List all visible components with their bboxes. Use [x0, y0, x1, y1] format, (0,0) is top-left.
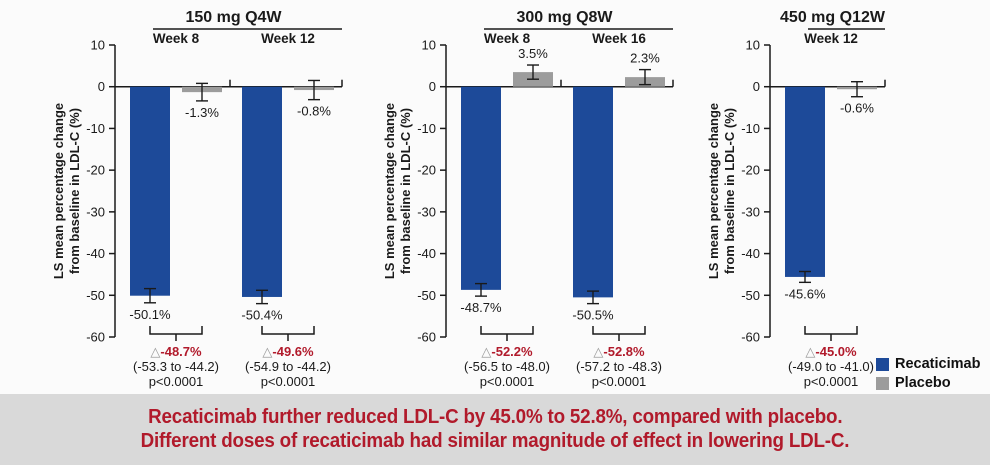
delta-value: -52.2% — [491, 344, 533, 359]
recaticimab-bar — [785, 86, 825, 277]
y-tick-label: -10 — [86, 121, 105, 136]
y-tick-label: -60 — [741, 330, 760, 345]
y-axis-title: LS mean percentage change — [706, 103, 721, 279]
y-tick-label: -20 — [741, 163, 760, 178]
panel-title: 450 mg Q12W — [780, 9, 886, 26]
recaticimab-bar — [130, 86, 170, 296]
bar-value-label: -48.7% — [460, 300, 502, 315]
delta-label: △-45.0% — [805, 344, 857, 359]
bar-value-label: -0.8% — [297, 104, 331, 119]
chart-450mg-q12w: 450 mg Q12W Week 12 10 0 -10 -20 -30 -40 -50 -60 L… — [706, 9, 886, 389]
y-tick-label: -20 — [86, 163, 105, 178]
bar-value-label: -45.6% — [784, 286, 826, 301]
delta-triangle-icon: △ — [805, 344, 815, 359]
week-label: Week 8 — [153, 31, 200, 46]
y-tick-label: 10 — [91, 38, 105, 53]
y-tick-label: -40 — [86, 246, 105, 261]
week-label: Week 12 — [261, 31, 315, 46]
y-tick-label: 0 — [429, 79, 436, 94]
y-axis-title: LS mean percentage change — [382, 103, 397, 279]
y-tick-label: -10 — [417, 121, 436, 136]
banner-line-2: Different doses of recaticimab had simil… — [140, 430, 850, 452]
bar-value-label: -50.5% — [572, 308, 614, 323]
delta-label: △-52.2% — [481, 344, 533, 359]
comparison-bracket — [804, 326, 858, 341]
delta-triangle-icon: △ — [150, 344, 160, 359]
y-tick-label: -10 — [741, 121, 760, 136]
week-label: Week 12 — [804, 31, 858, 46]
y-axis-title: from baseline in LDL-C (%) — [398, 108, 413, 274]
y-axis-title: from baseline in LDL-C (%) — [67, 108, 82, 274]
legend: Recaticimab Placebo — [876, 356, 980, 391]
delta-value: -52.8% — [603, 344, 645, 359]
legend-label-placebo: Placebo — [895, 375, 951, 391]
confidence-interval-label: (-49.0 to -41.0) — [788, 359, 874, 374]
y-tick-label: -60 — [417, 330, 436, 345]
y-tick-label: -60 — [86, 330, 105, 345]
chart-150mg-q4w: 150 mg Q4W Week 8 Week 12 10 0 -10 -20 -30 -40 -5… — [51, 9, 343, 389]
confidence-interval-label: (-56.5 to -48.0) — [464, 359, 550, 374]
recaticimab-bar — [573, 86, 613, 298]
confidence-interval-label: (-57.2 to -48.3) — [576, 359, 662, 374]
delta-value: -49.6% — [272, 344, 314, 359]
bar-value-label: -1.3% — [185, 105, 219, 120]
p-value-label: p<0.0001 — [149, 374, 204, 389]
p-value-label: p<0.0001 — [480, 374, 535, 389]
comparison-bracket — [261, 326, 315, 341]
legend-item-recaticimab: Recaticimab — [876, 356, 980, 372]
panel-title: 300 mg Q8W — [516, 9, 613, 26]
delta-triangle-icon: △ — [262, 344, 272, 359]
p-value-label: p<0.0001 — [261, 374, 316, 389]
bar-value-label: -0.6% — [840, 101, 874, 116]
delta-triangle-icon: △ — [593, 344, 603, 359]
y-tick-label: -50 — [417, 288, 436, 303]
recaticimab-swatch-icon — [876, 357, 889, 371]
delta-label: △-52.8% — [593, 344, 645, 359]
week-label: Week 8 — [484, 31, 531, 46]
y-tick-label: -30 — [86, 204, 105, 219]
y-tick-label: 10 — [746, 38, 760, 53]
y-tick-label: -30 — [741, 204, 760, 219]
y-tick-label: -40 — [741, 246, 760, 261]
delta-label: △-48.7% — [150, 344, 202, 359]
recaticimab-bar — [461, 86, 501, 290]
banner-line-1: Recaticimab further reduced LDL-C by 45.… — [147, 406, 843, 428]
bar-value-label: -50.1% — [129, 307, 171, 322]
confidence-interval-label: (-54.9 to -44.2) — [245, 359, 331, 374]
p-value-label: p<0.0001 — [804, 374, 859, 389]
y-axis-title: LS mean percentage change — [51, 103, 66, 279]
y-tick-label: 0 — [98, 79, 105, 94]
delta-value: -48.7% — [160, 344, 202, 359]
y-tick-label: -50 — [86, 288, 105, 303]
bar-value-label: 2.3% — [630, 51, 660, 66]
y-axis-title: from baseline in LDL-C (%) — [722, 108, 737, 274]
y-tick-label: -30 — [417, 204, 436, 219]
delta-value: -45.0% — [815, 344, 857, 359]
comparison-bracket — [592, 326, 646, 341]
p-value-label: p<0.0001 — [592, 374, 647, 389]
comparison-bracket — [149, 326, 203, 341]
panel-title: 150 mg Q4W — [185, 9, 282, 26]
y-tick-label: 0 — [753, 79, 760, 94]
placebo-swatch-icon — [876, 376, 889, 390]
chart-300mg-q8w: 300 mg Q8W Week 8 Week 16 10 0 -10 -20 -30 -40 -5… — [382, 9, 674, 389]
summary-banner: Recaticimab further reduced LDL-C by 45.… — [0, 394, 990, 465]
legend-label-recaticimab: Recaticimab — [895, 356, 981, 372]
bar-value-label: -50.4% — [241, 308, 283, 323]
legend-item-placebo: Placebo — [876, 375, 980, 391]
recaticimab-bar — [242, 86, 282, 297]
y-tick-label: 10 — [422, 38, 436, 53]
confidence-interval-label: (-53.3 to -44.2) — [133, 359, 219, 374]
comparison-bracket — [480, 326, 534, 341]
delta-label: △-49.6% — [262, 344, 314, 359]
delta-triangle-icon: △ — [481, 344, 491, 359]
y-tick-label: -20 — [417, 163, 436, 178]
bar-value-label: 3.5% — [518, 46, 548, 61]
week-label: Week 16 — [592, 31, 646, 46]
y-tick-label: -40 — [417, 246, 436, 261]
y-tick-label: -50 — [741, 288, 760, 303]
